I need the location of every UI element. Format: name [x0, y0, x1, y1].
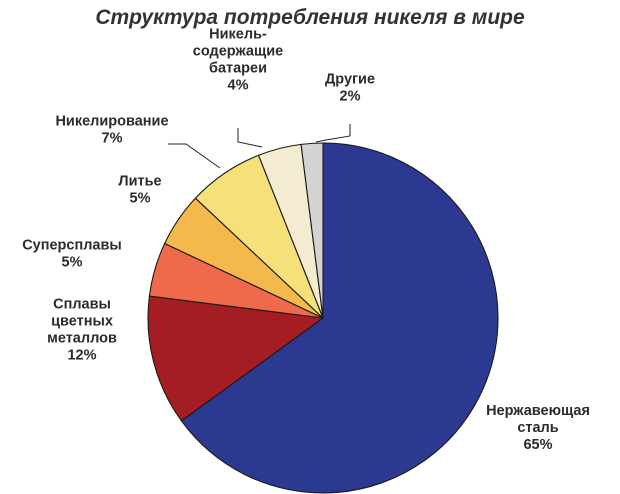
slice-value-label: 65%: [523, 437, 552, 453]
slice-label-сплавы-цветных-металлов: Сплавы цветных металлов 12%: [47, 297, 117, 364]
slice-value-label: 5%: [130, 191, 151, 207]
leader-line-другие: [315, 124, 351, 143]
slice-label-нержавеющая-сталь: Нержавеющая сталь 65%: [486, 403, 590, 453]
slice-name-line: Никель-: [209, 27, 267, 43]
leader-lines: [168, 124, 351, 169]
pie-slices: [147, 142, 499, 494]
slice-label-никелирование: Никелирование 7%: [55, 114, 168, 147]
slice-label-литье: Литье 5%: [118, 174, 161, 207]
pie-slice-сплавы-цветных-металлов: [147, 295, 325, 422]
pie-slice-другие: [300, 142, 324, 319]
slice-name-line: батареи: [209, 61, 267, 77]
slice-labels: Нержавеющая сталь 65% Сплавы цветных металлов…: [22, 27, 590, 454]
slice-label-никельсодержащие-батареи: Никель-содержащие батареи 4%: [193, 27, 283, 94]
slice-name-line: Нержавеющая: [486, 403, 590, 419]
slice-value-label: 5%: [62, 255, 83, 271]
slice-name-line: Суперсплавы: [22, 238, 122, 254]
slice-name-line: металлов: [47, 331, 117, 347]
slice-label-другие: Другие 2%: [325, 72, 375, 105]
leader-line-никельсодержащие-батареи: [237, 128, 263, 148]
slice-value-label: 12%: [67, 348, 96, 364]
slice-name-line: сталь: [517, 420, 558, 436]
slice-name-line: содержащие: [193, 44, 283, 60]
pie-slice-нержавеющая-сталь: [180, 142, 499, 494]
slice-name-line: цветных: [51, 314, 113, 330]
slice-name-line: Никелирование: [55, 114, 168, 130]
leader-line-никелирование: [168, 143, 221, 169]
slice-value-label: 2%: [340, 89, 361, 105]
slice-label-суперсплавы: Суперсплавы 5%: [22, 238, 122, 271]
slice-value-label: 7%: [102, 131, 123, 147]
slice-value-label: 4%: [228, 78, 249, 94]
slice-name-line: Литье: [118, 174, 161, 190]
slice-name-line: Сплавы: [53, 297, 111, 313]
slice-name-line: Другие: [325, 72, 375, 88]
chart-title: Структура потребления никеля в мире: [95, 6, 525, 29]
